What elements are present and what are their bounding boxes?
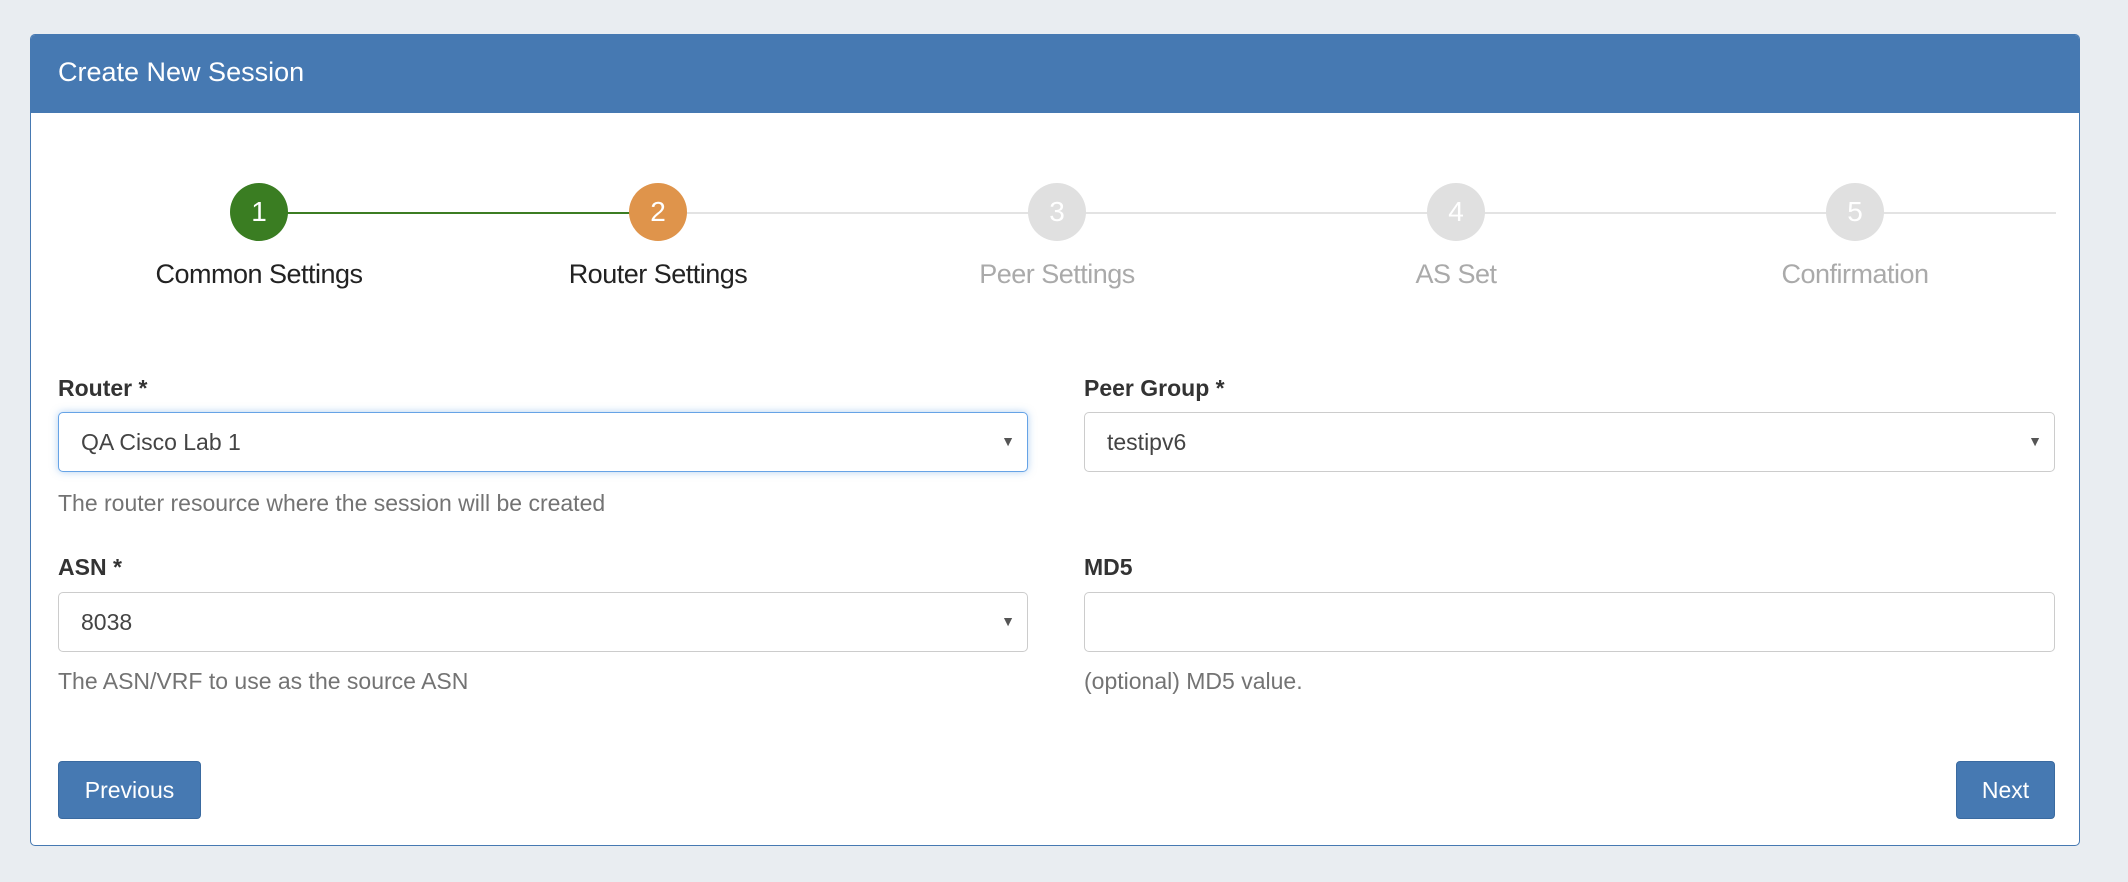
chevron-down-icon: ▼ — [2028, 433, 2042, 449]
panel-header: Create New Session — [31, 35, 2079, 113]
md5-label: MD5 — [1084, 554, 1133, 580]
router-help: The router resource where the session wi… — [58, 490, 606, 516]
router-value: QA Cisco Lab 1 — [81, 429, 241, 455]
peer-group-value: testipv6 — [1107, 429, 1187, 455]
router-label: Router * — [58, 375, 148, 401]
router-select[interactable]: QA Cisco Lab 1 ▼ — [58, 412, 1028, 472]
step-3-circle: 3 — [1028, 183, 1086, 241]
create-session-panel: Create New Session 1 2 3 4 5 Common Sett… — [30, 34, 2080, 846]
step-connector — [1883, 212, 2056, 214]
asn-value: 8038 — [81, 609, 133, 635]
step-1-label: Common Settings — [155, 259, 363, 289]
step-3-label: Peer Settings — [979, 259, 1135, 289]
step-connector — [287, 212, 657, 214]
asn-label: ASN * — [58, 554, 122, 580]
asn-help: The ASN/VRF to use as the source ASN — [58, 668, 469, 694]
peer-group-select[interactable]: testipv6 ▼ — [1084, 412, 2055, 472]
asn-select[interactable]: 8038 ▼ — [58, 592, 1028, 652]
md5-help: (optional) MD5 value. — [1084, 668, 1303, 694]
previous-button[interactable]: Previous — [58, 761, 201, 819]
panel-title: Create New Session — [58, 57, 305, 87]
chevron-down-icon: ▼ — [1001, 433, 1015, 449]
step-1-circle[interactable]: 1 — [230, 183, 288, 241]
step-connector — [686, 212, 1056, 214]
step-5-circle: 5 — [1826, 183, 1884, 241]
step-2-circle[interactable]: 2 — [629, 183, 687, 241]
step-connector — [1085, 212, 1455, 214]
step-connector — [1484, 212, 1854, 214]
next-button[interactable]: Next — [1956, 761, 2055, 819]
step-4-label: AS Set — [1415, 259, 1497, 289]
peer-group-label: Peer Group * — [1084, 375, 1225, 401]
chevron-down-icon: ▼ — [1001, 613, 1015, 629]
step-5-label: Confirmation — [1781, 259, 1929, 289]
step-4-circle: 4 — [1427, 183, 1485, 241]
step-2-label: Router Settings — [568, 259, 748, 289]
md5-input[interactable] — [1084, 592, 2055, 652]
